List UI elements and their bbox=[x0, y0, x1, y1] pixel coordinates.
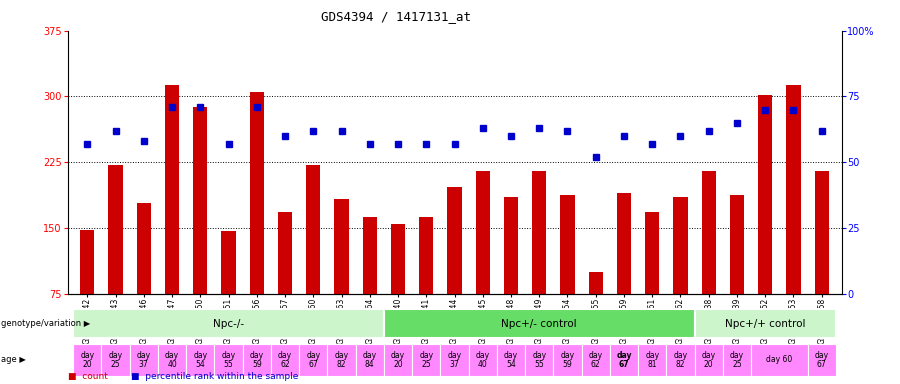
Bar bbox=[695, 309, 836, 338]
Text: ■  count: ■ count bbox=[68, 372, 107, 381]
Bar bbox=[271, 344, 299, 376]
Text: day
20: day 20 bbox=[391, 351, 405, 369]
Bar bbox=[412, 344, 440, 376]
Bar bbox=[80, 230, 94, 294]
Bar bbox=[109, 165, 122, 294]
Text: day
62: day 62 bbox=[278, 351, 293, 369]
Bar bbox=[356, 344, 384, 376]
Bar bbox=[814, 171, 829, 294]
Text: day
59: day 59 bbox=[249, 351, 264, 369]
Text: day 60: day 60 bbox=[766, 356, 793, 364]
Bar bbox=[137, 204, 151, 294]
Text: day
59: day 59 bbox=[561, 351, 574, 369]
Bar bbox=[469, 344, 497, 376]
Bar bbox=[165, 85, 179, 294]
Text: day
37: day 37 bbox=[447, 351, 462, 369]
Bar bbox=[102, 344, 130, 376]
Text: day
40: day 40 bbox=[476, 351, 490, 369]
Bar bbox=[306, 165, 320, 294]
Bar bbox=[447, 187, 462, 294]
Bar bbox=[581, 344, 610, 376]
Text: day
55: day 55 bbox=[221, 351, 236, 369]
Bar bbox=[391, 223, 405, 294]
Text: day
67: day 67 bbox=[814, 351, 829, 369]
Bar bbox=[638, 344, 666, 376]
Bar bbox=[440, 344, 469, 376]
Bar bbox=[807, 344, 836, 376]
Bar bbox=[328, 344, 356, 376]
Text: day
67: day 67 bbox=[616, 351, 632, 369]
Bar bbox=[666, 344, 695, 376]
Bar bbox=[497, 344, 525, 376]
Text: day
67: day 67 bbox=[306, 351, 320, 369]
Bar bbox=[752, 344, 807, 376]
Text: ■  percentile rank within the sample: ■ percentile rank within the sample bbox=[130, 372, 298, 381]
Bar bbox=[673, 197, 688, 294]
Bar bbox=[278, 212, 293, 294]
Bar bbox=[702, 171, 716, 294]
Bar bbox=[695, 344, 723, 376]
Bar bbox=[299, 344, 328, 376]
Bar bbox=[384, 344, 412, 376]
Text: day
40: day 40 bbox=[165, 351, 179, 369]
Text: day
81: day 81 bbox=[645, 351, 660, 369]
Bar bbox=[554, 344, 581, 376]
Text: GDS4394 / 1417131_at: GDS4394 / 1417131_at bbox=[321, 10, 471, 23]
Bar bbox=[158, 344, 186, 376]
Bar bbox=[363, 217, 377, 294]
Text: day
37: day 37 bbox=[137, 351, 151, 369]
Text: day
54: day 54 bbox=[194, 351, 207, 369]
Bar bbox=[130, 344, 158, 376]
Bar bbox=[616, 193, 631, 294]
Text: Npc-/-: Npc-/- bbox=[213, 318, 244, 329]
Text: age ▶: age ▶ bbox=[1, 356, 26, 364]
Bar bbox=[645, 212, 660, 294]
Text: day
25: day 25 bbox=[730, 351, 744, 369]
Text: day
20: day 20 bbox=[702, 351, 716, 369]
Bar bbox=[221, 231, 236, 294]
Text: day
25: day 25 bbox=[109, 351, 122, 369]
Bar bbox=[504, 197, 518, 294]
Text: day
82: day 82 bbox=[673, 351, 688, 369]
Text: day
55: day 55 bbox=[532, 351, 546, 369]
Bar bbox=[243, 344, 271, 376]
Bar bbox=[758, 95, 772, 294]
Text: day
20: day 20 bbox=[80, 351, 94, 369]
Bar bbox=[525, 344, 554, 376]
Bar bbox=[73, 309, 384, 338]
Text: day
84: day 84 bbox=[363, 351, 377, 369]
Bar bbox=[73, 344, 102, 376]
Text: Npc+/- control: Npc+/- control bbox=[501, 318, 577, 329]
Bar bbox=[532, 171, 546, 294]
Text: Npc+/+ control: Npc+/+ control bbox=[725, 318, 806, 329]
Text: day
54: day 54 bbox=[504, 351, 518, 369]
Bar bbox=[419, 217, 433, 294]
Text: day
62: day 62 bbox=[589, 351, 603, 369]
Bar bbox=[249, 92, 264, 294]
Bar bbox=[561, 195, 574, 294]
Bar bbox=[186, 344, 214, 376]
Text: genotype/variation ▶: genotype/variation ▶ bbox=[1, 319, 90, 328]
Bar bbox=[384, 309, 695, 338]
Bar bbox=[787, 85, 800, 294]
Bar bbox=[476, 171, 490, 294]
Bar bbox=[730, 195, 744, 294]
Bar bbox=[214, 344, 243, 376]
Bar bbox=[194, 107, 207, 294]
Text: day
82: day 82 bbox=[335, 351, 348, 369]
Bar bbox=[610, 344, 638, 376]
Bar bbox=[335, 199, 348, 294]
Bar bbox=[723, 344, 752, 376]
Bar bbox=[589, 272, 603, 294]
Text: day
25: day 25 bbox=[419, 351, 433, 369]
